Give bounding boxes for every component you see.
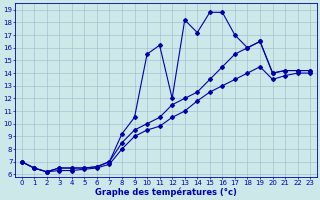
- X-axis label: Graphe des températures (°c): Graphe des températures (°c): [95, 187, 237, 197]
